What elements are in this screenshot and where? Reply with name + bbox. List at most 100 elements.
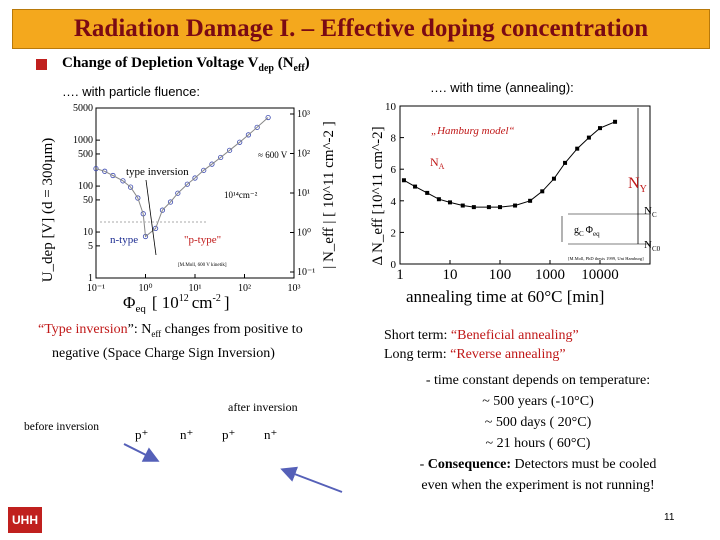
- annealing-data-point: [460, 203, 465, 208]
- fluence-data-point: [153, 225, 159, 232]
- left-x-ticks: 10⁻¹ 10⁰ 10¹ 10² 10³: [87, 274, 301, 294]
- annealing-data-point: [436, 197, 441, 202]
- detail-line-5: ~ 500 days ( 20°C): [484, 415, 592, 430]
- fluence-data-point: [192, 175, 198, 181]
- left-y-tick-label: 5: [88, 241, 93, 252]
- arrow-after-inversion: [280, 466, 343, 493]
- type-inversion-line-1: “Type inversion”: Neff changes from posi…: [38, 322, 303, 339]
- left-y2-tick-label: 10⁰: [297, 228, 311, 239]
- detail-line-7: - Consequence: Detectors must be cooled: [419, 457, 657, 472]
- right-y-axis-label: Δ N_eff [10^11 cm^-2]: [370, 126, 386, 265]
- fluence-data-point: [120, 178, 126, 184]
- right-y-tick-label: 6: [391, 164, 397, 176]
- arrow-before-inversion: [123, 443, 160, 462]
- left-y-tick-label: 100: [78, 181, 93, 192]
- annealing-chart: Δ N_eff [10^11 cm^-2] 10 8 6 4 2 0 1 10 100 1000…: [370, 101, 661, 306]
- junction-arrows: [123, 443, 343, 493]
- left-x-tick-label: 10⁻¹: [87, 283, 105, 294]
- annealing-data-point: [528, 198, 533, 203]
- right-x-tick-label: 10000: [581, 267, 619, 283]
- fluence-data-point: [175, 190, 181, 196]
- right-chart-credit: [M.Moll, PhD thesis 1999, Uni Hamburg]: [568, 256, 644, 262]
- fluence-data-point: [93, 166, 99, 172]
- right-x-tick-label: 100: [489, 267, 512, 283]
- right-x-tick-label: 10: [443, 267, 458, 283]
- fluence-data-points: [93, 114, 271, 240]
- left-x-axis-label: Φeq[ 1012 cm-2]: [123, 293, 230, 314]
- annealing-data-point: [498, 205, 502, 210]
- fluence-chart: U_dep [V] (d = 300µm) | N_eff | [ 10^11 …: [40, 103, 337, 314]
- annotation-ny: NY: [628, 175, 647, 195]
- fluence-data-point: [245, 132, 252, 138]
- left-y-tick-label: 50: [83, 195, 93, 206]
- left-y-tick-label: 1: [88, 273, 93, 284]
- fluence-data-point: [127, 184, 134, 190]
- annealing-data-point: [413, 184, 418, 189]
- uhh-logo: UHH: [8, 507, 42, 533]
- left-x-tick-label: 10²: [238, 283, 251, 294]
- left-x-tick-label: 10¹: [189, 283, 202, 294]
- fluence-curve: [95, 117, 269, 238]
- left-x-tick-label: 10³: [288, 283, 301, 294]
- right-x-tick-label: 1000: [535, 267, 565, 283]
- fluence-plot-frame: [95, 107, 295, 279]
- left-y2-ticks: 10³ 10² 10¹ 10⁰ 10⁻¹: [290, 109, 315, 278]
- annealing-data-points: [401, 119, 618, 210]
- right-x-axis-label: annealing time at 60°C [min]: [406, 287, 604, 306]
- fluence-data-point: [209, 161, 215, 167]
- fluence-data-point: [135, 195, 141, 201]
- left-caption: …. with particle fluence:: [62, 84, 201, 99]
- annealing-details: - time constant depends on temperature: …: [388, 370, 688, 496]
- annealing-data-point: [563, 160, 568, 165]
- after-inversion-label: after inversion: [228, 400, 298, 414]
- fluence-data-point: [184, 181, 190, 187]
- title-bar: Radiation Damage I. – Effective doping c…: [12, 9, 710, 49]
- short-term-line: Short term: “Beneficial annealing”: [384, 328, 579, 343]
- right-x-ticks: 1 10 100 1000 10000: [396, 260, 619, 283]
- type-inversion-text: “Type inversion”: Neff changes from posi…: [38, 320, 303, 363]
- right-y-tick-label: 10: [385, 101, 397, 113]
- fluence-data-point: [159, 207, 166, 213]
- right-caption: …. with time (annealing):: [430, 80, 574, 95]
- annotation-na: NA: [430, 155, 445, 171]
- section-heading: Change of Depletion Voltage Vdep (Neff): [62, 55, 310, 74]
- left-y2-tick-label: 10³: [297, 109, 310, 120]
- annealing-data-point: [471, 205, 476, 210]
- page-number: 11: [664, 512, 675, 523]
- left-x-tick-label: 10⁰: [138, 283, 152, 294]
- bullet-square: [36, 59, 47, 70]
- annotation-nc: NC: [644, 205, 657, 219]
- annotation-fluence: 10¹⁴cm⁻²: [224, 190, 258, 200]
- right-y-tick-label: 4: [391, 196, 397, 208]
- annotation-n-type: n-type: [110, 234, 138, 246]
- left-y-tick-label: 5000: [73, 103, 93, 114]
- left-y-tick-label: 500: [78, 149, 93, 160]
- annotation-600v: ≈ 600 V: [258, 150, 288, 160]
- junction-label-2: n⁺: [180, 427, 194, 442]
- annealing-data-point: [448, 200, 452, 205]
- junction-label-4: n⁺: [264, 427, 278, 442]
- annealing-data-point: [613, 119, 618, 124]
- long-term-line: Long term: “Reverse annealing”: [384, 347, 566, 362]
- right-y-tick-label: 8: [391, 133, 397, 145]
- type-inversion-line-2: negative (Space Charge Sign Inversion): [52, 345, 275, 361]
- annealing-data-point: [425, 190, 430, 195]
- annealing-data-point: [586, 135, 591, 140]
- annotation-p-type: "p-type": [184, 234, 221, 246]
- fluence-data-point: [110, 172, 116, 179]
- annealing-data-point: [513, 203, 518, 208]
- right-x-tick-label: 1: [396, 267, 404, 283]
- left-y2-tick-label: 10²: [297, 149, 310, 160]
- annotation-hamburg-model: „Hamburg model“: [431, 125, 515, 137]
- fluence-data-point: [201, 167, 207, 173]
- annotation-gc-phi: gC Φeq: [574, 225, 600, 238]
- right-y-ticks: 10 8 6 4 2 0: [385, 101, 404, 271]
- detail-line-3: - time constant depends on temperature:: [425, 373, 651, 388]
- fluence-data-point: [226, 147, 233, 153]
- left-y2-tick-label: 10¹: [297, 188, 310, 199]
- annealing-data-point: [551, 176, 556, 181]
- left-y-axis-label: U_dep [V] (d = 300µm): [40, 138, 56, 283]
- right-y-tick-label: 0: [391, 259, 397, 271]
- fluence-data-point: [254, 124, 260, 130]
- annealing-data-point: [575, 146, 580, 151]
